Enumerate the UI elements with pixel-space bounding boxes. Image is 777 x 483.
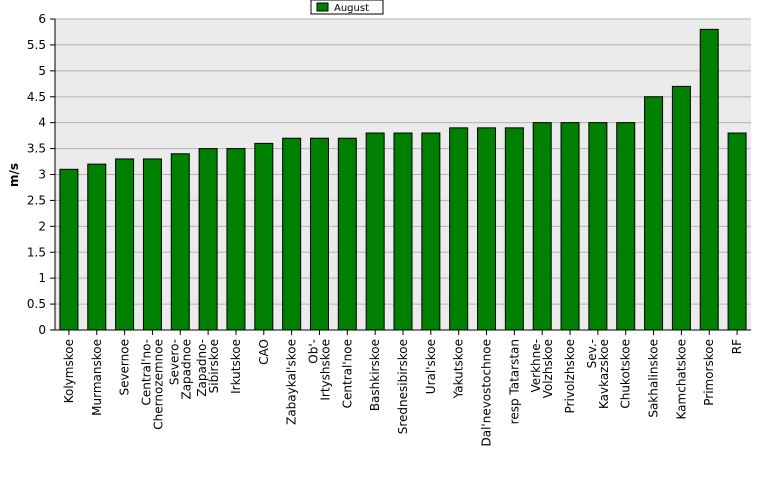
x-tick-label: Ob'- — [306, 339, 320, 364]
y-tick-label: 1.5 — [27, 245, 46, 259]
x-tick-label: Yakutskoe — [452, 339, 466, 399]
y-tick-label: 0 — [38, 323, 46, 337]
bar — [699, 28, 719, 331]
x-tick-label: Chernozemnoe — [151, 339, 165, 430]
x-tick-label: RF — [730, 339, 744, 354]
y-tick-label: 4 — [38, 116, 46, 130]
x-tick-label: Privolzhskoe — [563, 339, 577, 413]
y-tick-label: 3.5 — [27, 142, 46, 156]
bar — [727, 132, 747, 331]
x-tick-label: Irkutskoe — [229, 339, 243, 394]
x-tick-label: Kamchatskoe — [674, 339, 688, 419]
bar — [477, 127, 497, 331]
bar — [142, 158, 162, 331]
bar — [365, 132, 385, 331]
y-tick-label: 2 — [38, 219, 46, 233]
x-tick-label: Chukotskoe — [619, 339, 633, 409]
x-tick-label: Srednesibirskoe — [396, 339, 410, 434]
x-tick-label: Murmanskoe — [90, 339, 104, 416]
y-tick-label: 2.5 — [27, 193, 46, 207]
bar — [170, 153, 190, 331]
x-tick-label: Zabaykal'skoe — [285, 339, 299, 425]
bar — [671, 85, 691, 331]
bar — [198, 148, 218, 331]
x-tick-label: Irtyshskoe — [318, 339, 332, 401]
x-tick-label: Kavkazskoe — [597, 339, 611, 409]
x-tick-label: Verkhne- — [529, 339, 543, 392]
bar — [87, 163, 107, 331]
x-tick-label: resp Tatarstan — [507, 339, 521, 424]
x-tick-label: CAO — [257, 339, 271, 365]
bar — [115, 158, 135, 331]
legend-swatch — [316, 2, 329, 12]
y-axis-ticks: 0 0.5 1 1.5 2 2.5 3 3.5 4 4.5 5 5.5 6 — [27, 12, 55, 337]
y-tick-label: 1 — [38, 271, 46, 285]
x-tick-label: Sibirskoe — [207, 339, 221, 393]
bar — [588, 122, 608, 331]
x-tick-label: Zapadno- — [195, 339, 209, 397]
bar — [309, 137, 329, 331]
bar — [449, 127, 469, 331]
x-tick-label: Sakhalinskoe — [647, 339, 661, 418]
y-tick-label: 4.5 — [27, 90, 46, 104]
x-tick-label: Ural'skoe — [424, 339, 438, 394]
x-tick-label: Kolymskoe — [62, 339, 76, 403]
x-tick-label: Central'no- — [139, 339, 153, 406]
bar — [226, 148, 246, 331]
bar — [532, 122, 552, 331]
bar — [393, 132, 413, 331]
bar — [504, 127, 524, 331]
y-tick-label: 3 — [38, 168, 46, 182]
x-tick-label: Dal'nevostochnoe — [480, 339, 494, 447]
legend: August — [310, 0, 384, 15]
x-tick-label: Bashkirskoe — [368, 339, 382, 411]
x-tick-label: Central'noe — [340, 339, 354, 408]
x-tick-label: Primorskoe — [702, 339, 716, 406]
bar — [644, 96, 664, 331]
y-tick-label: 0.5 — [27, 297, 46, 311]
x-tick-label: Zapadnoe — [179, 339, 193, 400]
legend-box — [310, 0, 384, 15]
y-axis-label: m/s — [7, 163, 21, 187]
bar — [254, 142, 274, 331]
y-tick-label: 6 — [38, 12, 46, 26]
x-tick-label: Sev.- — [585, 339, 599, 368]
bar-series — [59, 28, 747, 331]
x-tick-label: Severo- — [167, 339, 181, 385]
legend-label: August — [334, 3, 369, 14]
bar — [616, 122, 636, 331]
bar — [421, 132, 441, 331]
x-tick-label: Volzhskoe — [541, 339, 555, 398]
bar — [282, 137, 302, 331]
bar — [560, 122, 580, 331]
y-tick-label: 5 — [38, 64, 46, 78]
bar — [337, 137, 357, 331]
x-axis-ticks: Kolymskoe Murmanskoe Severnoe Central'no-Ch… — [62, 330, 744, 447]
y-tick-label: 5.5 — [27, 38, 46, 52]
bar — [59, 168, 79, 331]
x-tick-label: Severnoe — [118, 339, 132, 396]
